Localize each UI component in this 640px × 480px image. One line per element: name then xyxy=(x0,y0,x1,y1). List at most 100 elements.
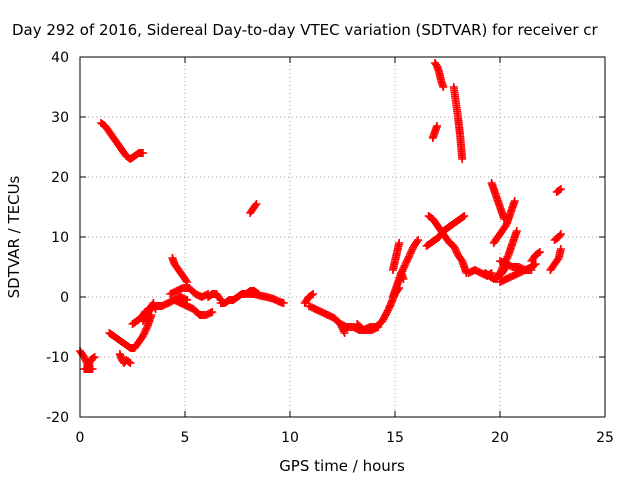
data-point xyxy=(279,299,288,307)
data-point xyxy=(556,185,565,193)
x-tick-label: 20 xyxy=(491,430,509,446)
data-point xyxy=(398,265,407,274)
data-point xyxy=(80,353,89,361)
data-point xyxy=(512,227,521,235)
x-tick-label: 25 xyxy=(596,430,614,446)
data-segment xyxy=(546,245,565,274)
data-segment xyxy=(300,290,318,307)
data-point xyxy=(452,247,461,256)
data-point xyxy=(88,365,97,373)
axis-ticks: 0 5 10 15 20 25 -20 -10 0 10 20 30 40 xyxy=(46,50,614,446)
data-point xyxy=(215,294,224,303)
data-point xyxy=(413,237,422,246)
data-point xyxy=(433,122,441,130)
data-point xyxy=(510,197,519,205)
data-segment xyxy=(166,284,213,301)
data-segment xyxy=(115,350,135,367)
data-point xyxy=(144,309,153,318)
data-point xyxy=(458,155,467,163)
data-point xyxy=(208,308,217,316)
data-point xyxy=(182,276,191,285)
x-tick-label: 0 xyxy=(76,430,85,446)
data-point xyxy=(90,353,99,361)
y-tick-label: -20 xyxy=(46,410,69,426)
data-point xyxy=(555,231,564,240)
data-segment xyxy=(304,302,349,337)
data-point xyxy=(404,252,413,261)
plot-frame xyxy=(79,56,606,418)
data-segment xyxy=(80,365,97,373)
data-point xyxy=(139,330,148,339)
data-point xyxy=(139,149,147,157)
data-point xyxy=(414,236,423,244)
data-point xyxy=(450,243,459,252)
data-point xyxy=(309,290,318,298)
data-point xyxy=(439,83,448,91)
data-point xyxy=(405,251,414,259)
data-segment xyxy=(246,200,261,217)
data-segment xyxy=(139,299,158,325)
data-point xyxy=(139,332,147,340)
data-point xyxy=(145,305,154,314)
y-tick-label: 10 xyxy=(51,230,69,246)
data-point xyxy=(144,307,153,316)
data-segment xyxy=(496,257,536,274)
data-point xyxy=(406,249,415,258)
data-point xyxy=(497,265,506,274)
data-point xyxy=(556,245,565,253)
data-point xyxy=(535,248,544,256)
data-segment xyxy=(428,122,441,142)
data-segment xyxy=(527,248,544,265)
data-point xyxy=(89,354,98,362)
data-point xyxy=(408,245,417,254)
data-point xyxy=(531,260,540,268)
data-point xyxy=(340,329,349,337)
y-tick-label: -10 xyxy=(46,350,69,366)
data-segment xyxy=(168,254,192,286)
data-point xyxy=(458,213,467,221)
x-tick-label: 10 xyxy=(281,430,299,446)
data-point xyxy=(397,269,406,277)
data-point xyxy=(142,324,151,333)
x-axis-label: GPS time / hours xyxy=(279,457,405,475)
data-point xyxy=(399,263,408,272)
data-segment xyxy=(489,197,519,247)
data-point xyxy=(496,269,504,277)
data-point xyxy=(307,291,316,299)
x-tick-label: 5 xyxy=(181,430,190,446)
data-point xyxy=(141,326,150,335)
data-point xyxy=(460,212,469,220)
data-point xyxy=(126,359,135,367)
chart-title: Day 292 of 2016, Sidereal Day-to-day VTE… xyxy=(12,21,599,39)
grid xyxy=(80,57,605,417)
data-segment xyxy=(487,179,509,223)
data-point xyxy=(140,328,149,337)
data-segment xyxy=(550,230,565,244)
y-tick-label: 20 xyxy=(51,170,69,186)
data-segment xyxy=(204,290,225,304)
data-point xyxy=(399,275,408,283)
data-point xyxy=(400,261,409,270)
x-tick-label: 15 xyxy=(386,430,404,446)
data-point xyxy=(496,267,505,276)
y-tick-label: 0 xyxy=(60,290,69,306)
data-segment xyxy=(430,59,448,91)
data-point xyxy=(401,260,410,268)
data-point xyxy=(527,266,536,274)
data-point xyxy=(143,311,152,319)
data-points xyxy=(76,59,565,373)
data-point xyxy=(556,230,565,238)
data-segment xyxy=(97,119,147,163)
data-point xyxy=(449,242,458,250)
data-point xyxy=(81,354,90,363)
y-tick-label: 40 xyxy=(51,50,69,66)
data-segment xyxy=(424,212,471,277)
data-segment xyxy=(552,185,565,196)
data-segment xyxy=(397,236,423,277)
data-point xyxy=(395,239,404,247)
data-point xyxy=(125,358,133,366)
data-point xyxy=(403,256,412,265)
y-tick-label: 30 xyxy=(51,110,69,126)
data-point xyxy=(404,254,413,263)
